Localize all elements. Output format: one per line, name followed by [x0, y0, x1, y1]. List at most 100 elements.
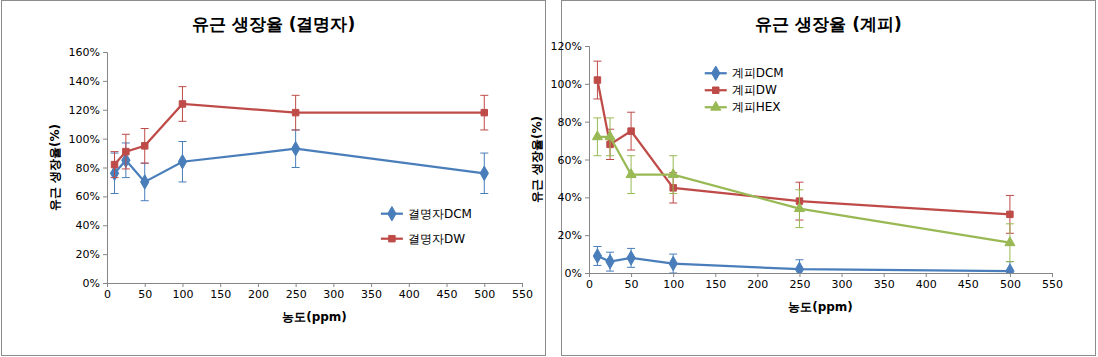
- x-tick: 0: [586, 273, 593, 291]
- error-bar-cap: [141, 163, 149, 164]
- error-bar-cap: [122, 134, 130, 135]
- data-point: [480, 166, 488, 180]
- error-bar-cap: [292, 95, 300, 96]
- error-bar-cap: [795, 259, 803, 260]
- y-tick-label: 60%: [76, 190, 100, 203]
- error-bar-cap: [480, 95, 488, 96]
- error-bar-cap: [292, 129, 300, 130]
- x-tick-label: 50: [138, 288, 152, 301]
- x-tick-label: 150: [705, 278, 726, 291]
- data-point: [111, 161, 117, 167]
- x-tick: 50: [625, 273, 639, 291]
- y-tick-mark: [585, 273, 589, 274]
- error-bar: [292, 130, 300, 168]
- y-tick: 60%: [76, 190, 107, 203]
- y-tick-mark: [585, 235, 589, 236]
- error-bar-cap: [627, 150, 635, 151]
- x-tick-label: 50: [625, 278, 639, 291]
- error-bar-cap: [593, 61, 601, 62]
- data-point: [292, 109, 298, 115]
- error-bar-cap: [178, 86, 186, 87]
- y-tick: 0%: [565, 267, 589, 280]
- x-tick-label: 500: [474, 288, 495, 301]
- data-point: [627, 251, 635, 265]
- chart-panel: 유근 생장율 (계피)05010015020025030035040045050…: [530, 1, 1096, 356]
- x-tick: 200: [248, 283, 269, 301]
- data-point: [592, 131, 602, 140]
- error-bar: [627, 248, 635, 267]
- error-bar-cap: [627, 112, 635, 113]
- x-tick: 150: [210, 283, 231, 301]
- legend-label: 계피DCM: [732, 66, 784, 80]
- error-bar-cap: [593, 117, 601, 118]
- chart-title: 유근 생장율 (계피): [755, 14, 901, 34]
- y-tick-mark: [103, 110, 107, 111]
- y-tick-label: 120%: [69, 104, 100, 117]
- y-tick-label: 80%: [558, 116, 582, 129]
- x-tick-label: 100: [172, 288, 193, 301]
- error-bar: [1006, 262, 1014, 273]
- error-bar-cap: [593, 155, 601, 156]
- plot-area: [592, 61, 1015, 273]
- x-tick: 500: [474, 283, 495, 301]
- error-bar-cap: [627, 193, 635, 194]
- y-tick-label: 0%: [565, 267, 582, 280]
- x-tick: 300: [323, 283, 344, 301]
- error-bar: [141, 129, 149, 164]
- y-tick-label: 100%: [551, 78, 582, 91]
- y-tick-mark: [103, 196, 107, 197]
- error-bar-cap: [141, 128, 149, 129]
- legend-item: 결명자DW: [381, 232, 465, 246]
- y-axis-line: [103, 53, 108, 284]
- series-line: [597, 137, 1009, 243]
- y-tick-label: 100%: [69, 133, 100, 146]
- y-tick: 40%: [558, 191, 589, 204]
- y-tick: 20%: [76, 248, 107, 261]
- x-tick-mark: [1010, 273, 1011, 277]
- x-tick: 300: [832, 273, 853, 291]
- data-point: [669, 256, 677, 270]
- y-axis: 0%20%40%60%80%100%120%140%160%: [69, 46, 108, 290]
- x-tick-mark: [757, 273, 758, 277]
- y-tick-mark: [585, 122, 589, 123]
- data-point: [481, 109, 487, 115]
- x-tick-mark: [926, 273, 927, 277]
- chart-panel: 유근 생장율 (결명자)0501001502002503003504004505…: [2, 1, 546, 356]
- panel-border: [2, 1, 546, 356]
- x-tick-mark: [371, 283, 372, 287]
- chart-title: 유근 생장율 (결명자): [192, 14, 355, 34]
- x-tick-label: 550: [512, 288, 533, 301]
- y-tick-label: 160%: [69, 46, 100, 59]
- panel-border: [562, 1, 1096, 356]
- error-bar-cap: [480, 153, 488, 154]
- x-tick-label: 500: [1000, 278, 1021, 291]
- x-tick: 250: [789, 273, 810, 291]
- legend-swatch-marker: [712, 66, 720, 80]
- error-bar-cap: [669, 254, 677, 255]
- x-tick-label: 350: [361, 288, 382, 301]
- error-bar-cap: [122, 168, 130, 169]
- x-tick: 0: [104, 283, 111, 301]
- error-bar-cap: [606, 117, 614, 118]
- data-point: [593, 249, 601, 263]
- x-tick-label: 550: [1042, 278, 1063, 291]
- series: [110, 130, 488, 201]
- y-tick: 160%: [69, 46, 107, 59]
- data-point: [605, 131, 615, 140]
- error-bar-cap: [141, 200, 149, 201]
- x-tick-mark: [182, 283, 183, 287]
- y-tick: 120%: [69, 104, 107, 117]
- error-bar-cap: [292, 129, 300, 130]
- x-tick-mark: [258, 283, 259, 287]
- legend-item: 계피HEX: [705, 100, 781, 114]
- x-tick: 400: [399, 283, 420, 301]
- x-tick-label: 350: [874, 278, 895, 291]
- data-point: [1005, 237, 1015, 246]
- x-tick: 200: [747, 273, 768, 291]
- x-tick-mark: [799, 273, 800, 277]
- x-tick-mark: [333, 283, 334, 287]
- data-point: [178, 155, 186, 169]
- data-point: [594, 77, 600, 83]
- y-tick: 0%: [83, 277, 107, 290]
- y-tick-label: 80%: [76, 162, 100, 175]
